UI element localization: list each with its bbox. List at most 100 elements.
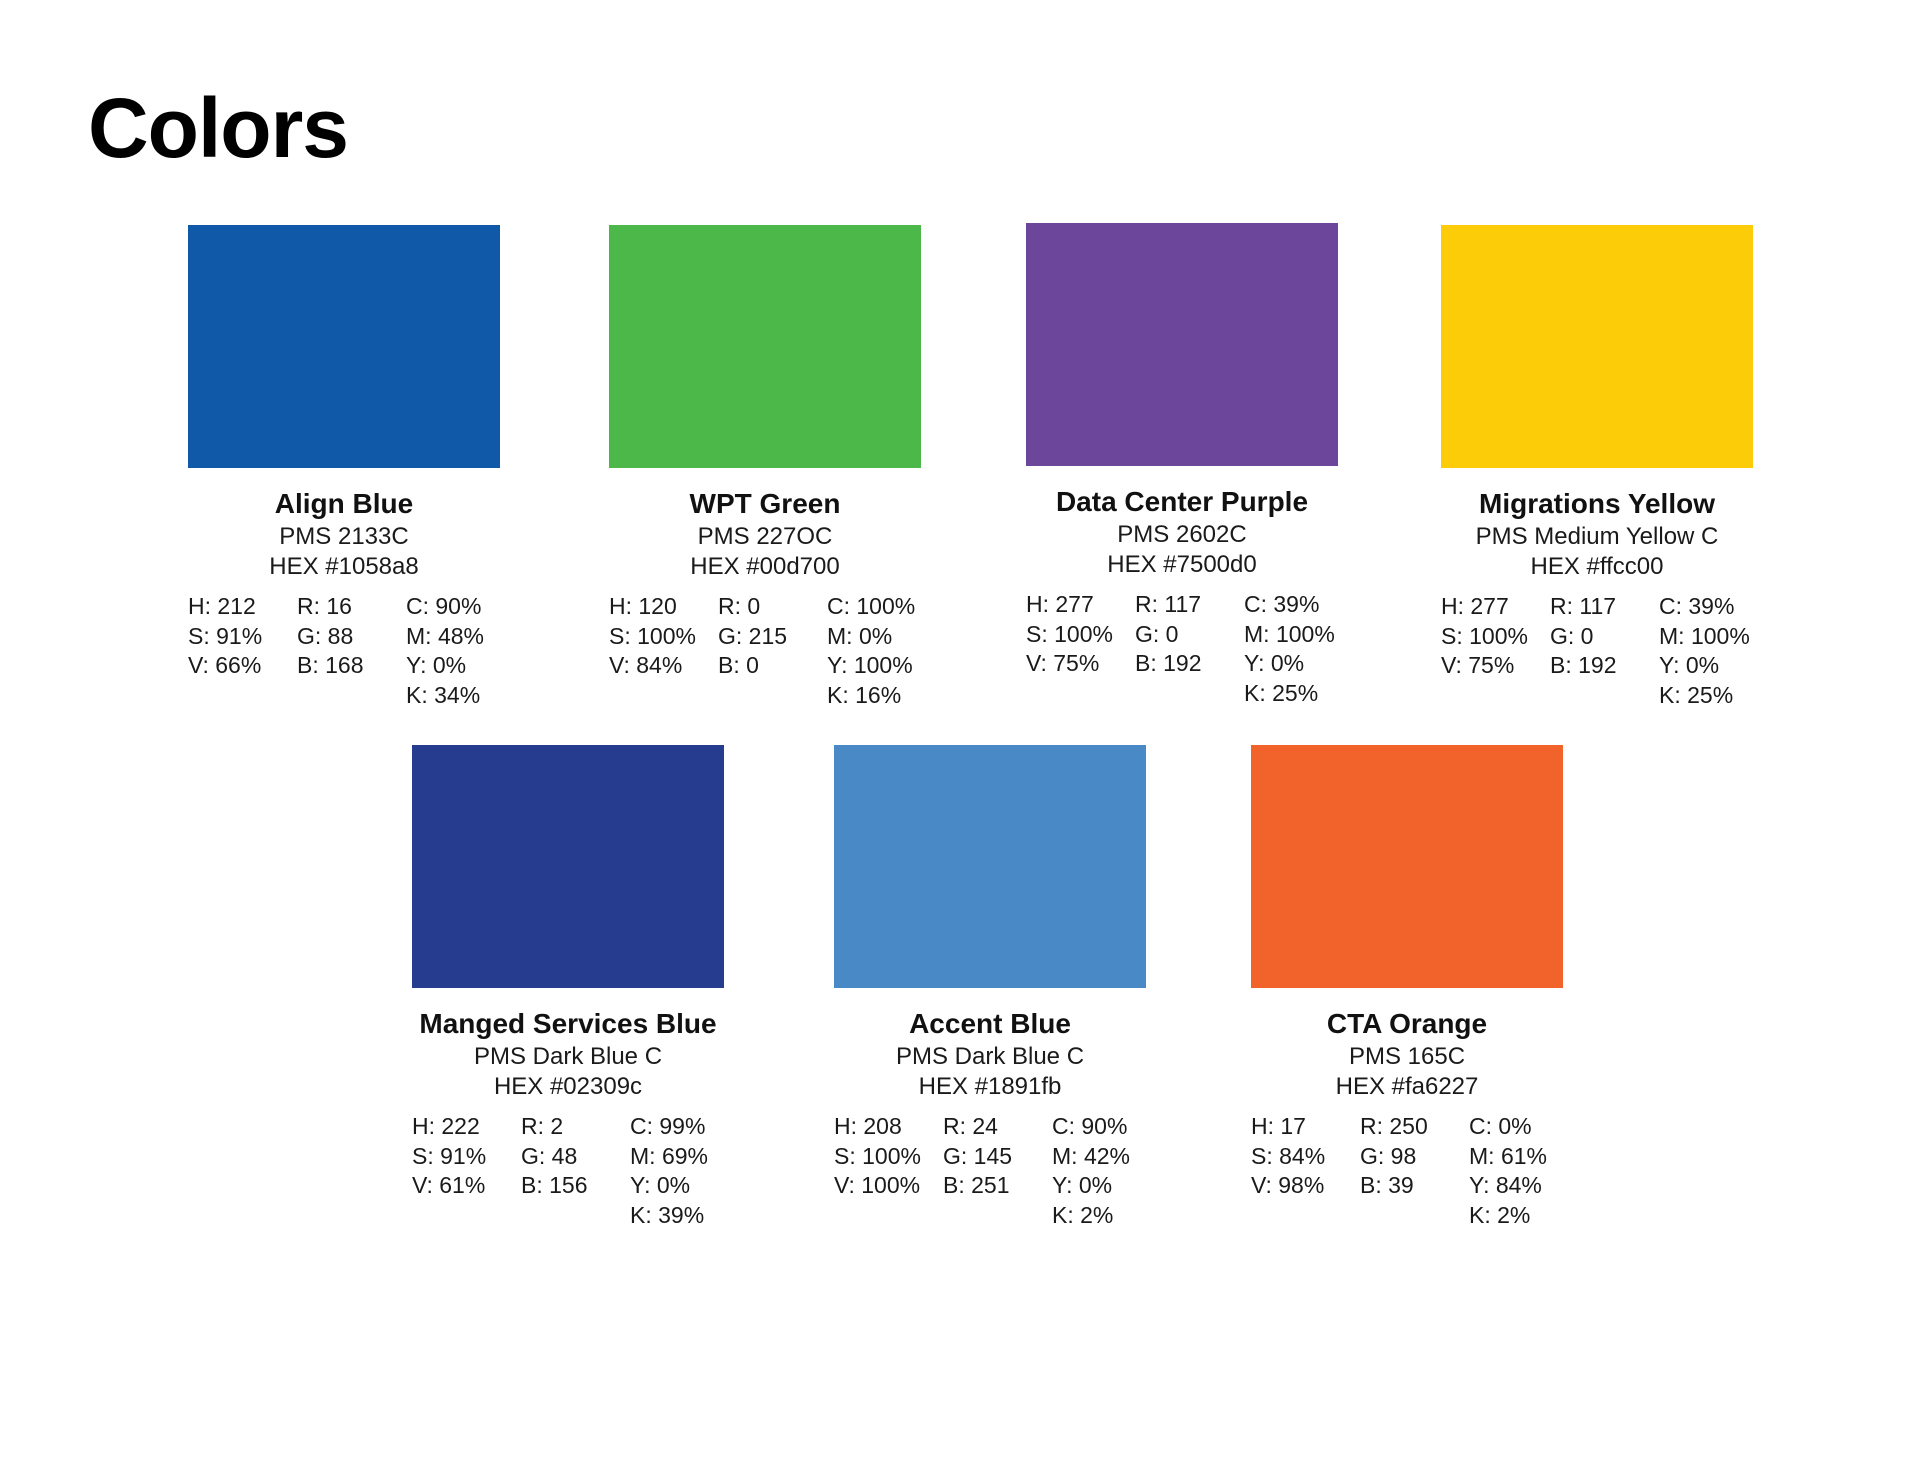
cmyk-values: C: 90% M: 48% Y: 0% K: 34% [406,592,500,710]
color-name: WPT Green [689,488,841,519]
color-pms: PMS Dark Blue C [473,1043,663,1070]
color-hex: HEX #ffcc00 [1530,553,1664,580]
key-value: K: 2% [1052,1201,1114,1228]
red-value: R: 16 [297,593,352,619]
saturation-value: S: 91% [412,1142,487,1169]
blue-value: B: 192 [1550,652,1617,678]
yellow-value: Y: 0% [1052,1172,1113,1198]
brightness-value: V: 66% [188,652,262,678]
green-value: G: 215 [718,622,788,649]
color-pms: PMS Dark Blue C [895,1043,1085,1070]
green-value: G: 0 [1550,622,1594,649]
green-value: G: 48 [521,1142,578,1169]
magenta-value: M: 69% [630,1142,708,1169]
page-title: Colors [88,81,349,175]
yellow-value: Y: 84% [1469,1172,1542,1198]
saturation-value: S: 100% [1441,622,1528,649]
hsv-values: H: 208 S: 100% V: 100% [834,1112,943,1230]
red-value: R: 117 [1135,591,1202,617]
magenta-value: M: 61% [1469,1142,1547,1169]
blue-value: B: 156 [521,1172,588,1198]
cmyk-values: C: 90% M: 42% Y: 0% K: 2% [1052,1112,1146,1230]
color-specs: H: 222 S: 91% V: 61% R: 2 G: 48 B: 156 C… [412,1112,724,1230]
cyan-value: C: 39% [1244,591,1320,617]
color-name: Migrations Yellow [1479,488,1715,519]
hue-value: H: 17 [1251,1113,1306,1139]
cmyk-values: C: 39% M: 100% Y: 0% K: 25% [1659,592,1753,710]
color-pms: PMS 2602C [1117,521,1247,548]
yellow-value: Y: 0% [1659,652,1720,678]
red-value: R: 0 [718,593,761,619]
rgb-values: R: 2 G: 48 B: 156 [521,1112,630,1230]
color-name: CTA Orange [1326,1008,1488,1039]
hue-value: H: 120 [609,593,677,619]
key-value: K: 39% [630,1201,705,1228]
brightness-value: V: 75% [1441,652,1515,678]
rgb-values: R: 16 G: 88 B: 168 [297,592,406,710]
saturation-value: S: 100% [609,622,696,649]
key-value: K: 25% [1659,681,1734,708]
green-value: G: 98 [1360,1142,1417,1169]
hsv-values: H: 277 S: 100% V: 75% [1026,590,1135,708]
color-card-migrations-yellow: Migrations Yellow PMS Medium Yellow C HE… [1441,225,1753,710]
rgb-values: R: 117 G: 0 B: 192 [1135,590,1244,708]
red-value: R: 24 [943,1113,998,1139]
hsv-values: H: 120 S: 100% V: 84% [609,592,718,710]
key-value: K: 25% [1244,679,1319,706]
blue-value: B: 39 [1360,1172,1414,1198]
color-specs: H: 212 S: 91% V: 66% R: 16 G: 88 B: 168 … [188,592,500,710]
red-value: R: 2 [521,1113,564,1139]
cmyk-values: C: 99% M: 69% Y: 0% K: 39% [630,1112,724,1230]
color-specs: H: 17 S: 84% V: 98% R: 250 G: 98 B: 39 C… [1251,1112,1563,1230]
rgb-values: R: 0 G: 215 B: 0 [718,592,827,710]
color-swatch [1251,745,1563,988]
color-swatch [834,745,1146,988]
hsv-values: H: 222 S: 91% V: 61% [412,1112,521,1230]
cmyk-values: C: 0% M: 61% Y: 84% K: 2% [1469,1112,1563,1230]
color-specs: H: 208 S: 100% V: 100% R: 24 G: 145 B: 2… [834,1112,1146,1230]
color-card-align-blue: Align Blue PMS 2133C HEX #1058a8 H: 212 … [188,225,500,710]
blue-value: B: 192 [1135,650,1202,676]
green-value: G: 145 [943,1142,1013,1169]
blue-value: B: 168 [297,652,364,678]
yellow-value: Y: 0% [1244,650,1305,676]
yellow-value: Y: 0% [406,652,467,678]
hue-value: H: 277 [1441,593,1509,619]
key-value: K: 16% [827,681,902,708]
green-value: G: 0 [1135,620,1179,647]
color-hex: HEX #00d700 [690,553,840,580]
red-value: R: 250 [1360,1113,1428,1139]
key-value: K: 34% [406,681,481,708]
blue-value: B: 251 [943,1172,1010,1198]
rgb-values: R: 117 G: 0 B: 192 [1550,592,1659,710]
hue-value: H: 222 [412,1113,480,1139]
color-card-data-center-purple: Data Center Purple PMS 2602C HEX #7500d0… [1026,223,1338,708]
blue-value: B: 0 [718,652,759,678]
hsv-values: H: 212 S: 91% V: 66% [188,592,297,710]
rgb-values: R: 250 G: 98 B: 39 [1360,1112,1469,1230]
color-name: Align Blue [274,488,414,519]
rgb-values: R: 24 G: 145 B: 251 [943,1112,1052,1230]
color-name: Manged Services Blue [419,1008,717,1039]
magenta-value: M: 42% [1052,1142,1130,1169]
color-card-accent-blue: Accent Blue PMS Dark Blue C HEX #1891fb … [834,745,1146,1230]
color-pms: PMS 2133C [279,523,409,550]
hue-value: H: 212 [188,593,256,619]
color-swatch [1026,223,1338,466]
color-swatch [1441,225,1753,468]
magenta-value: M: 100% [1244,620,1335,647]
yellow-value: Y: 100% [827,652,913,678]
green-value: G: 88 [297,622,354,649]
color-hex: HEX #fa6227 [1335,1073,1479,1100]
color-specs: H: 277 S: 100% V: 75% R: 117 G: 0 B: 192… [1441,592,1753,710]
hsv-values: H: 17 S: 84% V: 98% [1251,1112,1360,1230]
color-name: Accent Blue [909,1008,1071,1039]
cmyk-values: C: 39% M: 100% Y: 0% K: 25% [1244,590,1338,708]
color-card-wpt-green: WPT Green PMS 227OC HEX #00d700 H: 120 S… [609,225,921,710]
color-card-manged-services-blue: Manged Services Blue PMS Dark Blue C HEX… [412,745,724,1230]
magenta-value: M: 100% [1659,622,1750,649]
color-hex: HEX #7500d0 [1107,551,1257,578]
saturation-value: S: 91% [188,622,263,649]
hue-value: H: 277 [1026,591,1094,617]
color-hex: HEX #1891fb [918,1073,1062,1100]
